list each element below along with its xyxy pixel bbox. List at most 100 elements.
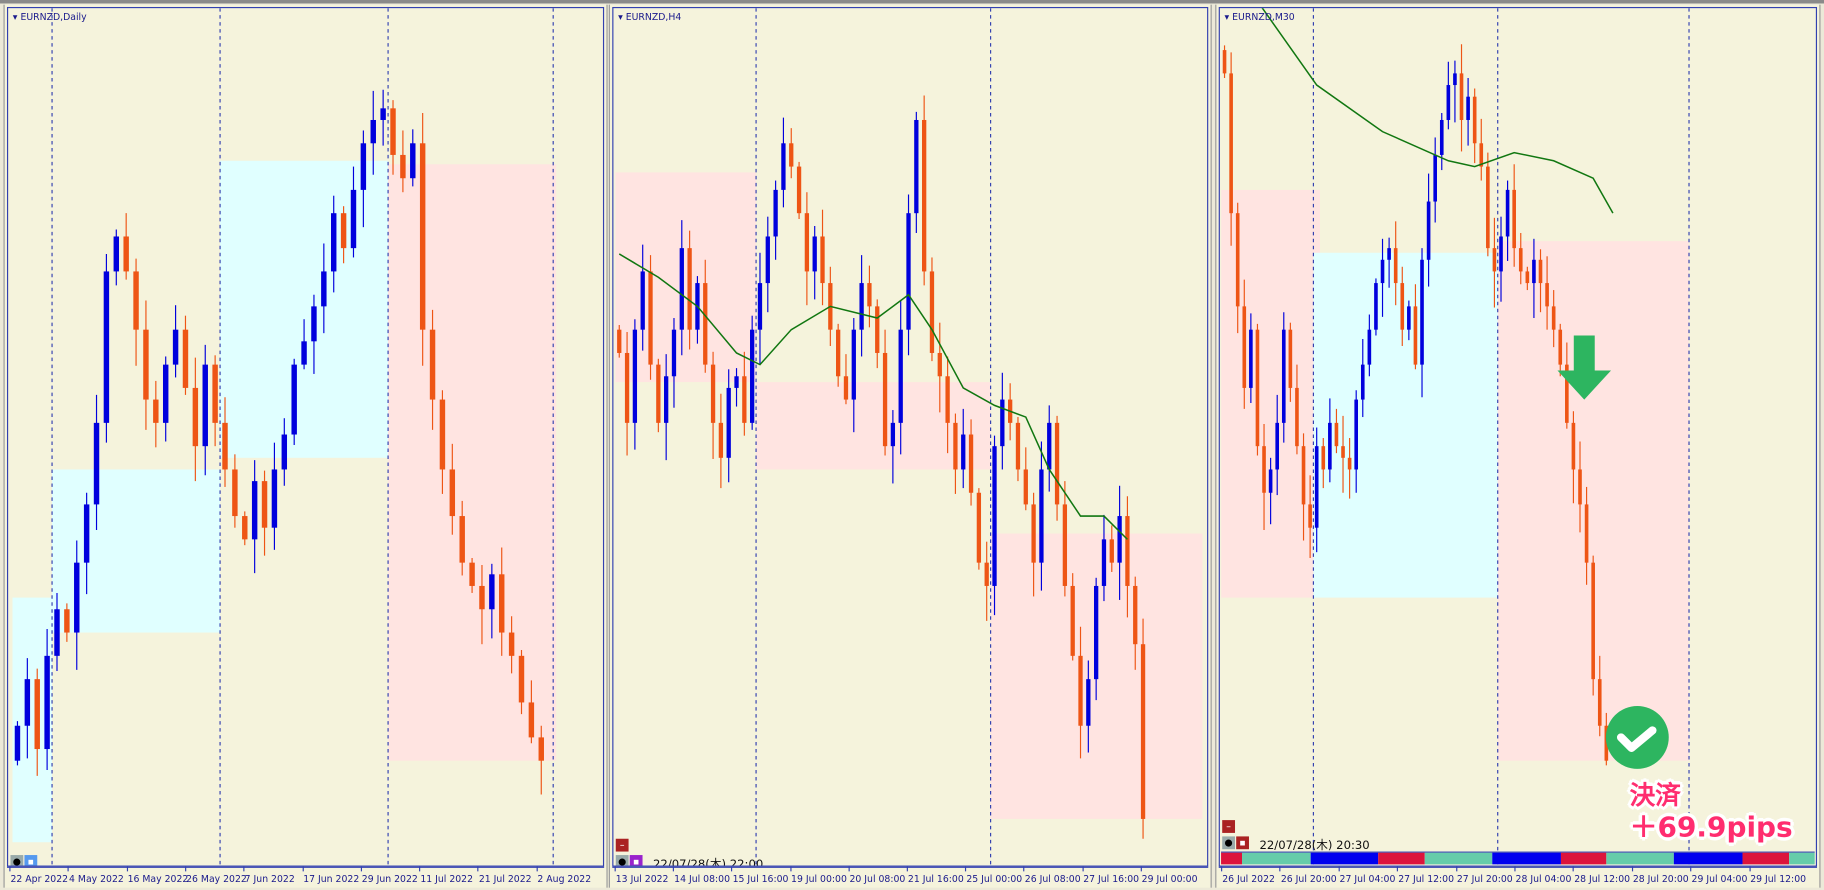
- candle: [1347, 438, 1352, 499]
- dropdown-triangle-icon[interactable]: ▾: [618, 11, 626, 23]
- chart-area[interactable]: ▾ EURNZD,Daily ● ▪: [6, 6, 605, 867]
- candle: [1400, 266, 1405, 346]
- candle-body: [311, 306, 317, 342]
- object-toggle-icon[interactable]: ▪: [24, 855, 38, 866]
- candle: [875, 299, 880, 369]
- candle: [1133, 576, 1138, 670]
- dropdown-triangle-icon[interactable]: ▾: [12, 11, 21, 23]
- candle: [617, 325, 622, 358]
- title-bar: [0, 0, 1824, 4]
- chart-panel-m30[interactable]: ▾ EURNZD,M30 ● ▪ – 22/07/28(木) 20:30 26 Jul 2…: [1215, 4, 1821, 888]
- one-click-trading-icon[interactable]: ●: [1222, 836, 1236, 850]
- time-axis-label: 21 Jul 2022: [478, 873, 532, 885]
- chart-area[interactable]: ▾ EURNZD,H4 ● ▪ – 22/07/28(木) 22:00: [612, 6, 1209, 867]
- checkmark-icon: [1616, 726, 1657, 752]
- one-click-trading-icon[interactable]: ●: [615, 855, 629, 866]
- candle-body: [632, 329, 638, 423]
- candle: [14, 721, 21, 766]
- candle-body: [182, 329, 189, 388]
- candle: [350, 166, 357, 258]
- candle: [1486, 152, 1490, 257]
- candle: [687, 230, 692, 350]
- candle: [370, 90, 376, 175]
- candle-body: [439, 399, 446, 470]
- candle: [331, 195, 337, 293]
- candle-body: [291, 364, 297, 435]
- candle-body: [370, 119, 376, 144]
- candle: [1374, 278, 1378, 336]
- candle-body: [1301, 446, 1306, 505]
- minus-button[interactable]: –: [615, 838, 629, 852]
- candle: [718, 393, 724, 489]
- dropdown-triangle-icon[interactable]: ▾: [1224, 11, 1233, 23]
- candle: [1235, 202, 1240, 334]
- candle-body: [64, 609, 70, 633]
- candle-body: [984, 562, 989, 586]
- candle-body: [648, 271, 653, 365]
- candle-body: [459, 516, 465, 563]
- time-axis-label: 2 Aug 2022: [537, 873, 592, 885]
- one-click-trading-icon[interactable]: ●: [10, 855, 24, 866]
- candle-body: [1229, 73, 1233, 214]
- candle: [1466, 78, 1470, 146]
- candle: [340, 206, 347, 264]
- candle-body: [882, 352, 888, 447]
- candle-body: [1255, 329, 1260, 447]
- time-axis-label: 27 Jul 20:00: [1456, 873, 1513, 885]
- time-axis-label: 28 Jul 20:00: [1632, 873, 1689, 885]
- candle: [1393, 221, 1398, 306]
- candlestick-chart[interactable]: [8, 8, 603, 866]
- candle: [1242, 279, 1247, 409]
- candle: [1015, 417, 1021, 482]
- candle-body: [1486, 166, 1490, 249]
- candle-body: [679, 248, 684, 330]
- time-axis-label: 29 Jul 04:00: [1691, 873, 1748, 885]
- candlestick-chart[interactable]: [1220, 8, 1816, 866]
- object-toggle-icon[interactable]: ▪: [629, 855, 643, 866]
- candle: [1328, 398, 1332, 483]
- candlestick-chart[interactable]: [613, 8, 1207, 866]
- minus-button[interactable]: –: [1222, 820, 1236, 833]
- candle-body: [710, 364, 716, 423]
- object-toggle-icon[interactable]: ▪: [1236, 836, 1249, 850]
- time-axis-label: 21 Jul 16:00: [907, 873, 964, 885]
- time-axis-tick: 29 Jun 2022: [360, 866, 418, 884]
- candle: [1086, 660, 1091, 753]
- candle-body: [1117, 516, 1122, 563]
- candle-body: [449, 469, 456, 517]
- candle-body: [143, 329, 149, 400]
- candle: [922, 95, 927, 286]
- time-axis-label: 26 May 2022: [186, 873, 247, 885]
- candle: [945, 356, 950, 454]
- candle-body: [1367, 329, 1372, 365]
- chart-panel-daily[interactable]: ▾ EURNZD,Daily ● ▪ 22 Apr 2022 4 May 2022 16 …: [3, 4, 608, 888]
- candle-body: [410, 143, 416, 179]
- candle-body: [1400, 283, 1405, 330]
- candle: [1039, 441, 1044, 591]
- candle: [499, 547, 505, 656]
- time-axis-tick: 28 Jul 20:00: [1631, 866, 1689, 884]
- candle: [162, 356, 169, 442]
- time-axis-tick: 16 May 2022: [126, 866, 188, 884]
- candle: [1281, 312, 1286, 443]
- candle-body: [429, 329, 436, 400]
- candle-body: [1275, 422, 1280, 470]
- candle: [757, 252, 763, 365]
- candle-body: [664, 376, 669, 423]
- time-axis-tick: 28 Jul 04:00: [1514, 866, 1571, 884]
- candle-body: [1062, 504, 1068, 586]
- candle: [1512, 164, 1516, 267]
- chart-area[interactable]: ▾ EURNZD,M30 ● ▪ – 22/07/28(木) 20:30: [1218, 6, 1818, 867]
- candle-body: [867, 283, 872, 307]
- candle: [242, 511, 248, 546]
- candle: [1525, 266, 1530, 291]
- candle-body: [1268, 469, 1273, 493]
- candle: [781, 117, 786, 208]
- session-segment: [1311, 852, 1379, 865]
- candle: [380, 89, 386, 146]
- candle: [1094, 577, 1099, 701]
- chart-panel-h4[interactable]: ▾ EURNZD,H4 ● ▪ –22/07/28(木) 22:00 13 Jul 20…: [608, 4, 1212, 888]
- candle-body: [1308, 504, 1312, 528]
- candle-body: [929, 271, 935, 353]
- candle: [1591, 555, 1595, 696]
